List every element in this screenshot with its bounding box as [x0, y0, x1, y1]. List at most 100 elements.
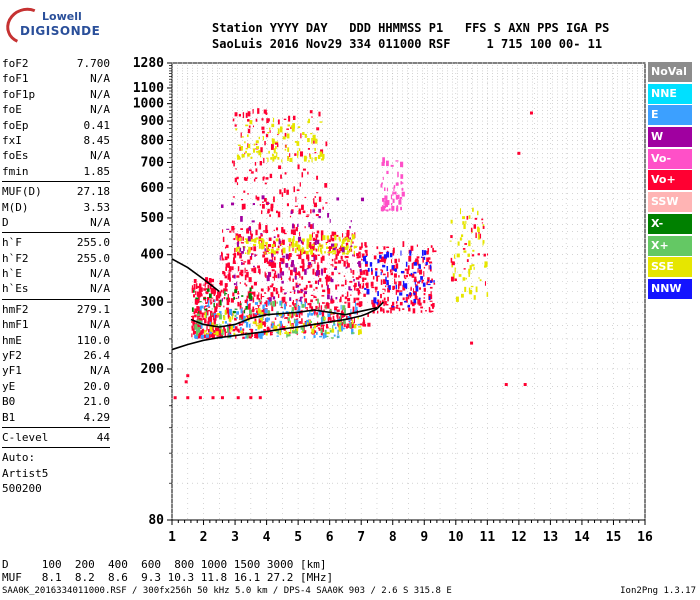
echo-mark: [325, 268, 328, 270]
echo-mark: [280, 324, 283, 330]
echo-mark: [348, 263, 350, 268]
echo-mark: [296, 189, 300, 192]
echo-mark: [225, 293, 228, 295]
echo-mark: [292, 286, 295, 290]
echo-point: [470, 341, 474, 345]
echo-mark: [316, 264, 320, 269]
echo-mark: [223, 271, 226, 276]
echo-mark: [247, 299, 249, 303]
echo-mark: [271, 253, 274, 257]
echo-mark: [269, 297, 272, 302]
param-value: N/A: [90, 72, 110, 86]
echo-mark: [311, 245, 315, 251]
echo-mark: [277, 234, 280, 238]
echo-mark: [246, 228, 250, 234]
echo-mark: [336, 197, 340, 201]
echo-mark: [277, 128, 280, 135]
echo-mark: [346, 325, 348, 329]
echo-mark: [275, 238, 279, 242]
echo-mark: [427, 257, 431, 260]
echo-mark: [379, 300, 382, 305]
echo-mark: [289, 153, 291, 158]
echo-mark: [328, 239, 331, 243]
echo-mark: [477, 253, 480, 256]
param-row: M(D) 3.53: [2, 200, 110, 215]
echo-mark: [397, 194, 400, 199]
param-row: foE N/A: [2, 102, 110, 117]
echo-mark: [302, 327, 305, 332]
echo-mark: [419, 287, 422, 290]
echo-mark: [240, 269, 244, 274]
echo-mark: [351, 234, 355, 240]
echo-mark: [199, 293, 203, 297]
echo-mark: [388, 307, 392, 309]
echo-mark: [219, 314, 222, 320]
echo-mark: [293, 264, 295, 269]
echo-mark: [281, 239, 285, 245]
echo-mark: [279, 329, 282, 336]
echo-mark: [292, 330, 296, 334]
echo-mark: [318, 302, 320, 308]
echo-mark: [371, 267, 373, 272]
echo-mark: [311, 252, 315, 258]
echo-mark: [423, 271, 425, 277]
echo-mark: [244, 238, 246, 241]
echo-mark: [281, 249, 284, 256]
echo-mark: [462, 221, 465, 225]
echo-mark: [233, 257, 235, 261]
echo-mark: [277, 248, 280, 251]
echo-mark: [306, 214, 310, 216]
echo-mark: [216, 303, 218, 309]
echo-mark: [331, 271, 334, 276]
echo-mark: [382, 264, 386, 268]
echo-mark: [265, 229, 269, 234]
echo-mark: [226, 327, 229, 333]
echo-mark: [197, 285, 201, 289]
echo-mark: [248, 169, 252, 172]
echo-mark: [373, 255, 377, 260]
echo-mark: [291, 324, 293, 327]
echo-mark: [233, 238, 236, 241]
echo-mark: [221, 252, 223, 259]
echo-mark: [249, 120, 253, 125]
echo-mark: [233, 296, 236, 300]
axis-ticks: 1 2 3 4 5 6 7 8 9 10 11 12 13 14 15 1680200300400500600…: [133, 56, 653, 545]
echo-mark: [193, 279, 197, 283]
echo-mark: [301, 265, 305, 272]
echo-mark: [267, 272, 271, 276]
echo-mark: [346, 259, 348, 264]
echo-mark: [251, 220, 255, 223]
echo-mark: [281, 313, 283, 318]
echo-mark: [341, 284, 345, 287]
param-value: N/A: [90, 87, 110, 101]
echo-mark: [407, 304, 411, 308]
echo-mark: [307, 171, 309, 175]
echo-mark: [283, 229, 286, 234]
echo-mark: [473, 267, 475, 270]
y-tick-label: 1280: [133, 56, 164, 71]
echo-mark: [397, 171, 399, 178]
echo-mark: [320, 244, 322, 247]
echo-mark: [231, 160, 234, 164]
echo-mark: [414, 291, 417, 297]
echo-mark: [213, 332, 217, 335]
echo-mark: [229, 316, 232, 323]
echo-mark: [365, 253, 368, 256]
echo-mark: [261, 210, 263, 215]
echo-mark: [234, 314, 237, 318]
echo-mark: [325, 202, 328, 204]
echo-mark: [320, 236, 323, 241]
echo-mark: [261, 315, 263, 322]
echo-mark: [392, 249, 395, 256]
echo-mark: [349, 237, 351, 240]
param-value: 27.18: [76, 185, 110, 199]
echo-mark: [245, 335, 247, 339]
echo-mark: [319, 335, 323, 338]
echo-mark: [294, 243, 298, 247]
x-tick-label: 5: [294, 530, 302, 545]
echo-mark: [468, 268, 471, 275]
echo-mark: [413, 262, 417, 266]
echo-mark: [272, 138, 275, 145]
echo-mark: [311, 328, 315, 334]
y-tick-label: 200: [141, 362, 165, 377]
